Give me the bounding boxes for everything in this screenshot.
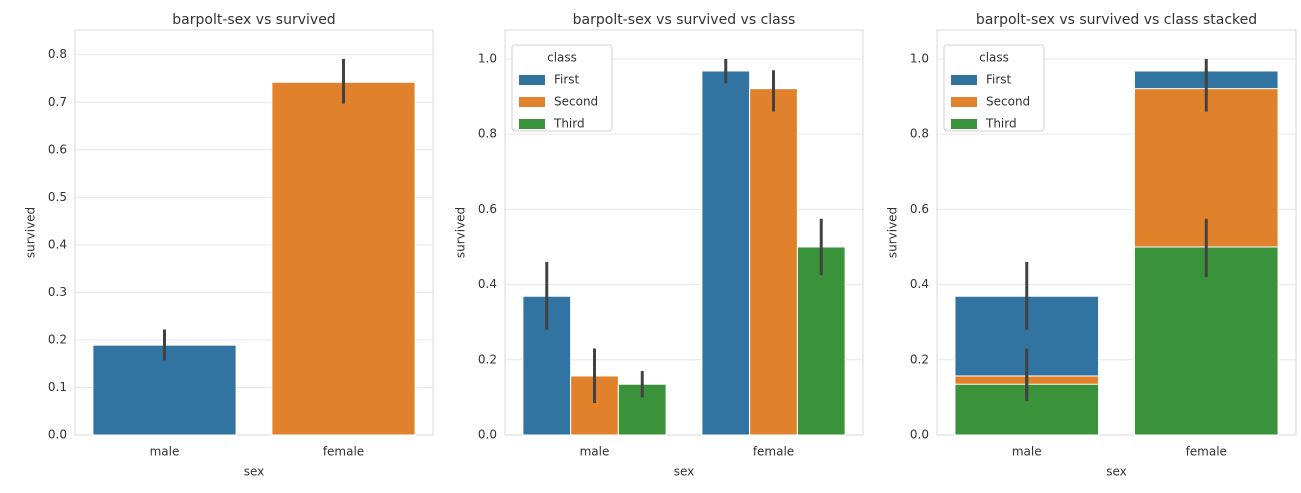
plot-frame [936, 29, 1297, 436]
plot-frame [504, 29, 864, 436]
y-tick-label: 0.4 [910, 277, 929, 291]
legend-label: First [986, 73, 1012, 87]
y-tick-label: 0.4 [48, 237, 67, 251]
y-tick-label: 0.4 [478, 277, 497, 291]
y-axis-label: survived [886, 207, 900, 258]
y-tick-label: 0.1 [48, 380, 67, 394]
legend-title: class [979, 51, 1009, 65]
y-axis-label: survived [24, 207, 38, 258]
x-tick-label: female [323, 445, 364, 459]
y-tick-label: 0.2 [478, 352, 497, 366]
chart-title: barpolt-sex vs survived vs class stacked [976, 12, 1257, 28]
plot-frame [74, 29, 434, 436]
legend-box [943, 44, 1045, 132]
x-tick-label: male [1012, 445, 1042, 459]
legend-swatch [519, 97, 545, 107]
y-tick-label: 0.6 [48, 142, 67, 156]
y-tick-label: 0.8 [478, 127, 497, 141]
y-tick-label: 0.0 [48, 428, 67, 442]
legend-swatch [519, 75, 545, 85]
bar [1133, 246, 1279, 436]
legend-label: Third [553, 117, 585, 131]
legend-swatch [519, 119, 545, 129]
x-axis-label: sex [1106, 465, 1127, 479]
x-tick-label: female [753, 445, 794, 459]
bar [617, 383, 667, 436]
legend-label: First [554, 73, 580, 87]
y-tick-label: 0.5 [48, 190, 67, 204]
x-tick-label: male [150, 445, 180, 459]
bar [749, 88, 798, 436]
x-axis-label: sex [674, 465, 695, 479]
x-tick-label: female [1186, 445, 1227, 459]
y-tick-label: 0.8 [48, 47, 67, 61]
y-tick-label: 0.0 [478, 428, 497, 442]
y-tick-label: 0.6 [478, 202, 497, 216]
y-tick-label: 0.2 [910, 352, 929, 366]
y-tick-label: 1.0 [910, 51, 929, 65]
legend-label: Second [986, 95, 1030, 109]
legend-label: Third [985, 117, 1017, 131]
legend-swatch [951, 97, 977, 107]
bar [271, 81, 416, 436]
legend-swatch [951, 75, 977, 85]
y-tick-label: 0.2 [48, 332, 67, 346]
x-axis-label: sex [244, 465, 265, 479]
bar [701, 70, 751, 436]
legend-label: Second [554, 95, 598, 109]
chart-title: barpolt-sex vs survived vs class [573, 12, 796, 28]
y-tick-label: 0.3 [48, 285, 67, 299]
y-tick-label: 0.8 [910, 127, 929, 141]
legend-title: class [547, 51, 577, 65]
legend-swatch [951, 119, 977, 129]
y-tick-label: 0.0 [910, 428, 929, 442]
legend-box [511, 44, 613, 132]
x-tick-label: male [580, 445, 610, 459]
y-tick-label: 0.6 [910, 202, 929, 216]
y-axis-label: survived [454, 207, 468, 258]
y-tick-label: 1.0 [478, 51, 497, 65]
y-tick-label: 0.7 [48, 95, 67, 109]
chart-title: barpolt-sex vs survived [172, 12, 335, 28]
